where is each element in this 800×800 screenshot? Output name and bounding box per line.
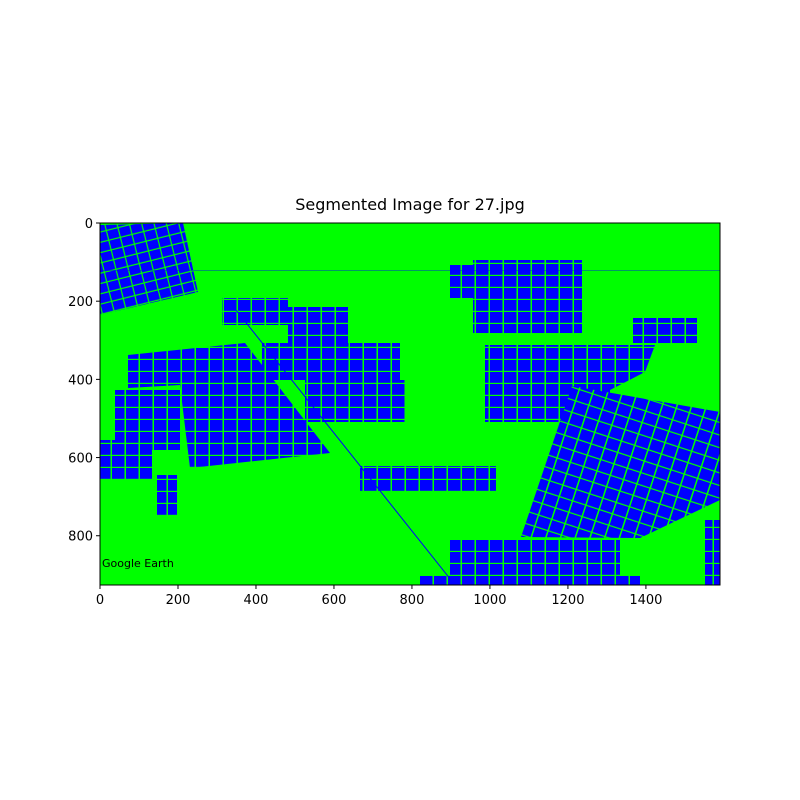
y-tick-label: 400 xyxy=(68,373,93,388)
x-tick-label: 1400 xyxy=(629,593,662,608)
x-tick-label: 1000 xyxy=(473,593,506,608)
annotation: Google Earth xyxy=(102,557,174,570)
segments xyxy=(100,223,720,585)
segmented-image: Google Earth xyxy=(100,223,720,585)
axes-frame xyxy=(99,222,721,586)
x-tick-label: 800 xyxy=(400,593,425,608)
x-tick-label: 1200 xyxy=(551,593,584,608)
x-tick-label: 400 xyxy=(244,593,269,608)
x-tick-label: 0 xyxy=(96,593,104,608)
x-tick-label: 600 xyxy=(322,593,347,608)
y-tick-label: 200 xyxy=(68,295,93,310)
y-tick-label: 0 xyxy=(85,217,93,232)
chart-title: Segmented Image for 27.jpg xyxy=(295,195,525,214)
x-tick-label: 200 xyxy=(166,593,191,608)
y-tick-label: 600 xyxy=(68,452,93,467)
y-tick-label: 800 xyxy=(68,530,93,545)
